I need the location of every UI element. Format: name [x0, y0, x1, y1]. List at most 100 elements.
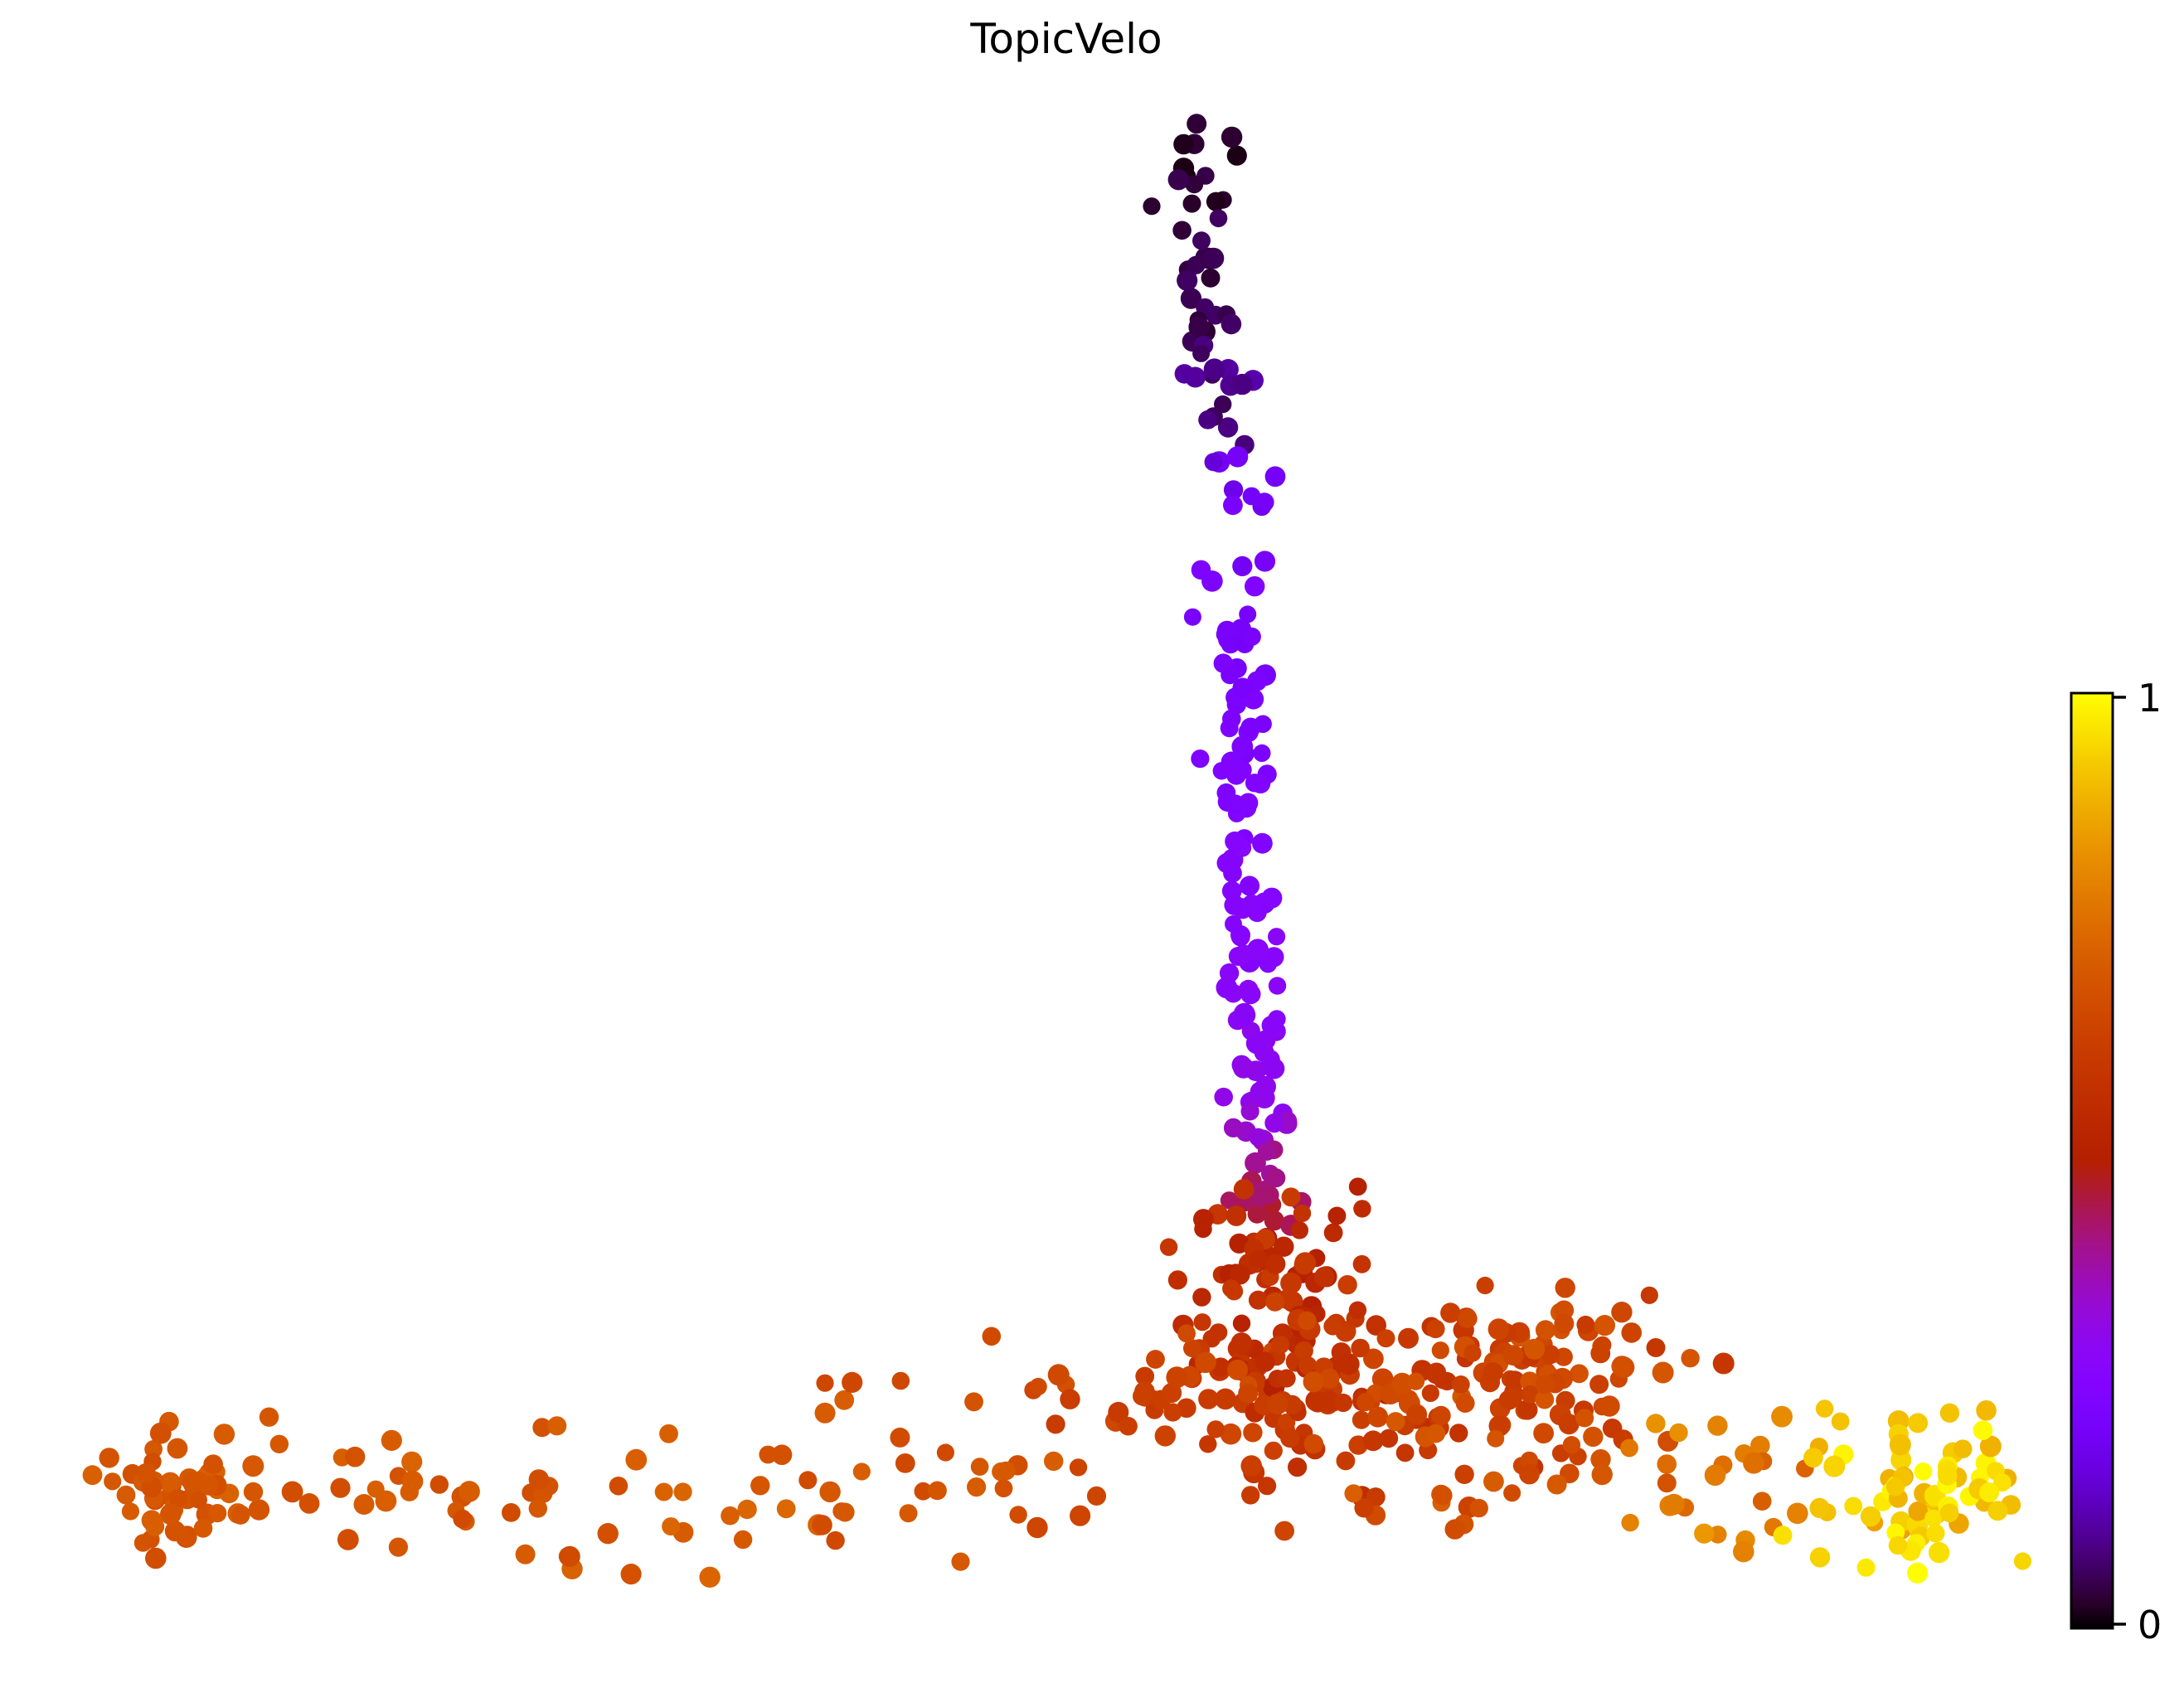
scatter-point [970, 1458, 989, 1476]
scatter-point [1487, 1429, 1505, 1448]
scatter-point [1599, 1395, 1620, 1417]
scatter-point [1844, 1496, 1863, 1516]
scatter-point [1029, 1377, 1047, 1396]
scatter-point [1134, 1381, 1155, 1402]
scatter-point [1431, 1405, 1451, 1426]
scatter-point [1348, 1177, 1367, 1196]
scatter-point [1440, 1302, 1461, 1323]
scatter-point [1009, 1506, 1027, 1524]
scatter-point [141, 1510, 163, 1531]
scatter-points [82, 114, 2031, 1589]
scatter-point [1239, 876, 1260, 896]
scatter-point [559, 1545, 580, 1567]
scatter-point [1319, 1368, 1340, 1389]
scatter-point [1221, 666, 1240, 685]
scatter-point [1611, 1302, 1633, 1323]
scatter-point [400, 1482, 419, 1501]
scatter-point [1293, 1204, 1312, 1223]
colorbar-max-label: 1 [2138, 676, 2162, 720]
scatter-point [1259, 954, 1278, 973]
scatter-point [1250, 1186, 1271, 1207]
scatter-point [1888, 1535, 1908, 1555]
scatter-point [798, 1471, 818, 1490]
scatter-point [243, 1482, 264, 1502]
scatter-point [1223, 863, 1242, 883]
scatter-point [994, 1479, 1013, 1498]
scatter-point [1831, 1412, 1850, 1431]
scatter-point [1254, 551, 1276, 572]
scatter-point [1187, 255, 1206, 274]
scatter-point [1217, 417, 1239, 438]
scatter-point [1669, 1423, 1688, 1443]
scatter-point [1231, 373, 1253, 395]
scatter-point [1354, 1498, 1374, 1518]
scatter-point [1570, 1364, 1589, 1384]
scatter-point [816, 1374, 834, 1392]
scatter-point [1914, 1462, 1933, 1481]
scatter-point [1177, 1324, 1196, 1343]
scatter-point [1206, 1420, 1225, 1438]
scatter-point [1992, 1473, 2012, 1492]
scatter-point [1173, 133, 1194, 155]
scatter-point [1135, 1366, 1155, 1386]
scatter-point [1235, 1004, 1256, 1026]
scatter-point [1376, 1329, 1395, 1348]
scatter-point [1174, 364, 1195, 384]
scatter-point [1245, 774, 1264, 793]
scatter-point [1323, 1317, 1342, 1336]
scatter-point [1198, 1389, 1219, 1409]
scatter-point [1258, 1477, 1277, 1496]
scatter-point [842, 1371, 863, 1393]
scatter-point [1243, 1423, 1263, 1443]
scatter-point [737, 1499, 757, 1520]
scatter-point [1773, 1526, 1793, 1545]
scatter-point [213, 1424, 235, 1445]
scatter-point [1046, 1414, 1065, 1434]
scatter-point [1180, 288, 1202, 309]
scatter-point [269, 1434, 289, 1454]
scatter-point [1476, 1276, 1494, 1295]
scatter-point [401, 1451, 423, 1472]
scatter-point [1431, 1341, 1449, 1360]
scatter-point [1187, 114, 1207, 134]
scatter-point [1555, 1278, 1575, 1298]
scatter-point [1270, 1335, 1290, 1355]
scatter-point [1202, 247, 1225, 269]
scatter-point [1502, 1345, 1524, 1366]
scatter-point [1220, 1191, 1239, 1210]
scatter-point [1483, 1471, 1504, 1492]
scatter-point [997, 1461, 1016, 1481]
scatter-point [353, 1494, 375, 1515]
scatter-point [502, 1503, 521, 1522]
scatter-point [1280, 1272, 1302, 1294]
scatter-point [1519, 1463, 1540, 1485]
scatter-point [515, 1544, 536, 1564]
scatter-point [193, 1519, 213, 1538]
scatter-point [1307, 1391, 1329, 1413]
scatter-point [1704, 1464, 1726, 1487]
scatter-point [928, 1481, 947, 1501]
scatter-point [1183, 608, 1201, 626]
scatter-point [1663, 1493, 1685, 1516]
scatter-point [1928, 1541, 1950, 1564]
scatter-point [528, 1499, 547, 1518]
scatter-point [1554, 1313, 1575, 1334]
scatter-point [1907, 1562, 1929, 1584]
scatter-point [1540, 1345, 1560, 1365]
scatter-point [1192, 231, 1211, 250]
scatter-point [1533, 1423, 1554, 1444]
scatter-point [1483, 1362, 1503, 1382]
scatter-point [662, 1517, 681, 1536]
scatter-point [1264, 466, 1286, 487]
scatter-point [1455, 1394, 1475, 1413]
scatter-point [1535, 1390, 1555, 1409]
scatter-point [375, 1490, 397, 1512]
scatter-point [1222, 709, 1241, 729]
scatter-point [967, 1477, 987, 1497]
scatter-point [1225, 831, 1245, 851]
scatter-point [1979, 1482, 2000, 1502]
scatter-point [1406, 1404, 1428, 1425]
scatter-point [1657, 1473, 1677, 1493]
scatter-point [826, 1530, 845, 1550]
scatter-point [1268, 1010, 1286, 1028]
